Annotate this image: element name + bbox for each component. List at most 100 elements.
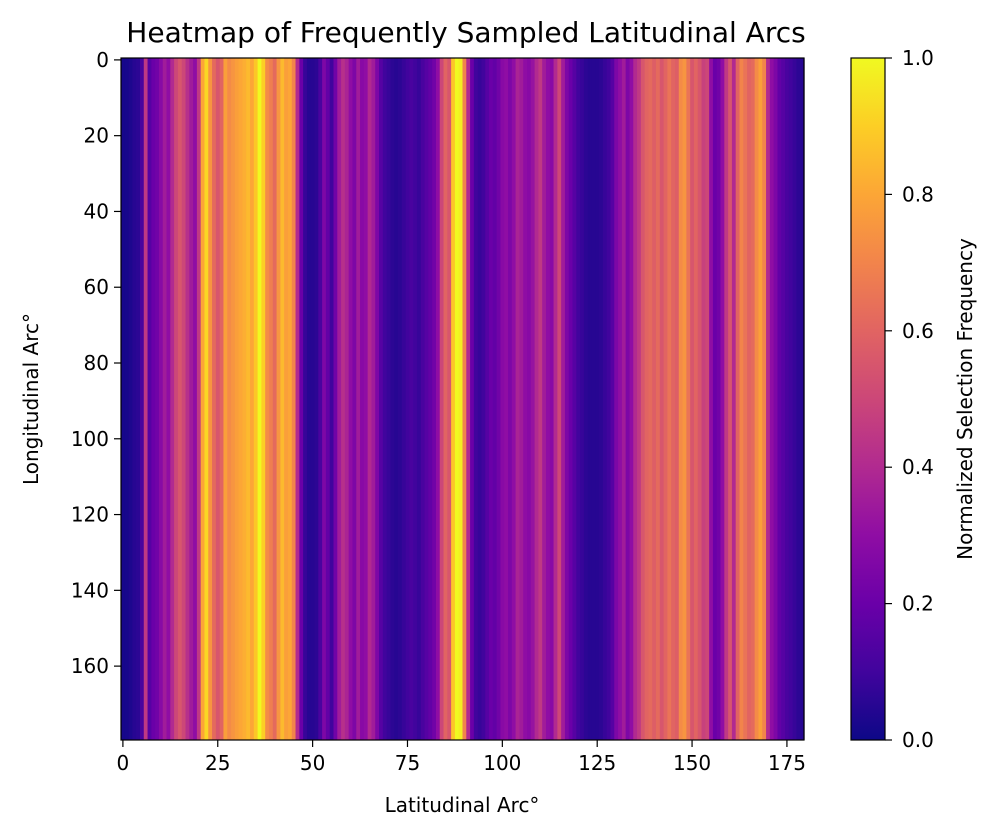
heatmap-cell: [542, 58, 547, 740]
heatmap-cell: [405, 58, 410, 740]
heatmap-cell: [443, 58, 448, 740]
heatmap-cell: [189, 58, 194, 740]
heatmap-cell: [170, 58, 175, 740]
y-tick-label: 140: [71, 578, 109, 602]
heatmap-cell: [500, 58, 505, 740]
x-tick-label: 175: [768, 751, 806, 775]
heatmap-cell: [652, 58, 657, 740]
x-tick-label: 75: [395, 751, 420, 775]
heatmap-cell: [166, 58, 171, 740]
heatmap-cell: [766, 58, 771, 740]
heatmap-cell: [508, 58, 513, 740]
heatmap-cell: [739, 58, 744, 740]
heatmap-cell: [781, 58, 786, 740]
heatmap-cell: [724, 58, 729, 740]
heatmap-cell: [128, 58, 133, 740]
heatmap-cell: [329, 58, 335, 740]
heatmap-cell: [580, 58, 585, 740]
heatmap-cell: [379, 58, 384, 740]
colorbar: [850, 57, 886, 741]
heatmap-cell: [337, 58, 342, 740]
heatmap-cell: [682, 58, 687, 740]
heatmap-cell: [390, 58, 395, 740]
heatmap-cell: [174, 58, 179, 740]
x-tick-label: 50: [300, 751, 325, 775]
heatmap-cell: [121, 58, 126, 740]
heatmap-cell: [602, 58, 608, 740]
heatmap-cell: [747, 58, 752, 740]
heatmap-cell: [155, 58, 160, 740]
heatmap-cell: [606, 58, 612, 740]
heatmap-cell: [750, 58, 756, 740]
heatmap-cell: [758, 58, 763, 740]
x-axis-label: Latitudinal Arc°: [385, 793, 540, 817]
heatmap-cell: [674, 58, 680, 740]
heatmap-cell: [545, 58, 551, 740]
heatmap-cell: [318, 58, 323, 740]
heatmap-cell: [701, 58, 706, 740]
y-axis-label: Longitudinal Arc°: [19, 313, 43, 485]
heatmap-cell: [401, 58, 407, 740]
heatmap-cell: [151, 58, 156, 740]
heatmap-cell: [238, 58, 244, 740]
heatmap-cell: [735, 58, 741, 740]
heatmap-cell: [595, 58, 600, 740]
heatmap-cell: [530, 58, 536, 740]
heatmap-cell: [287, 58, 293, 740]
heatmap-cell: [246, 58, 251, 740]
heatmap-cell: [610, 58, 615, 740]
heatmap-cell: [424, 58, 429, 740]
heatmap-cell: [435, 58, 441, 740]
heatmap-cell: [671, 58, 676, 740]
heatmap-cell: [534, 58, 539, 740]
heatmap-cell: [769, 58, 775, 740]
heatmap-cell: [352, 58, 357, 740]
heatmap-cell: [561, 58, 566, 740]
heatmap-cell: [314, 58, 319, 740]
heatmap-cell: [515, 58, 521, 740]
heatmap-cell: [621, 58, 627, 740]
heatmap-cell: [409, 58, 414, 740]
heatmap-cell: [686, 58, 691, 740]
heatmap-cell: [162, 58, 168, 740]
heatmap-cell: [223, 58, 228, 740]
heatmap-cell: [204, 58, 209, 740]
x-tick-label: 150: [673, 751, 711, 775]
heatmap-cell: [538, 58, 543, 740]
heatmap-cell: [800, 58, 805, 740]
heatmap-cell: [648, 58, 653, 740]
heatmap-cell: [356, 58, 361, 740]
y-tick-label: 20: [84, 124, 109, 148]
heatmap-cell: [773, 58, 779, 740]
heatmap-cell: [458, 58, 464, 740]
heatmap-cell: [447, 58, 452, 740]
heatmap-cell: [208, 58, 213, 740]
y-tick-label: 40: [84, 199, 109, 223]
heatmap-cell: [360, 58, 365, 740]
plot-frame: [120, 57, 805, 741]
heatmap-cell: [250, 58, 255, 740]
heatmap-cell: [743, 58, 748, 740]
colorbar-label: Normalized Selection Frequency: [953, 238, 977, 560]
heatmap-cell: [382, 58, 388, 740]
y-tick-label: 0: [96, 48, 109, 72]
heatmap-cell: [219, 58, 225, 740]
heatmap-cell: [416, 58, 422, 740]
y-tick-label: 100: [71, 427, 109, 451]
heatmap-cell: [659, 58, 665, 740]
heatmap-cell: [557, 58, 562, 740]
heatmap-cell: [572, 58, 577, 740]
heatmap-cell: [454, 58, 460, 740]
heatmap-cell: [341, 58, 346, 740]
chart-title: Heatmap of Frequently Sampled Latitudina…: [126, 16, 805, 49]
heatmap-cell: [754, 58, 760, 740]
heatmap-cell: [268, 58, 274, 740]
heatmap-cell: [344, 58, 350, 740]
heatmap-cell: [363, 58, 369, 740]
heatmap-cell: [303, 58, 308, 740]
heatmap-cell: [257, 58, 262, 740]
y-tick-label: 60: [84, 275, 109, 299]
heatmap-cell: [667, 58, 672, 740]
heatmap-cell: [139, 58, 145, 740]
